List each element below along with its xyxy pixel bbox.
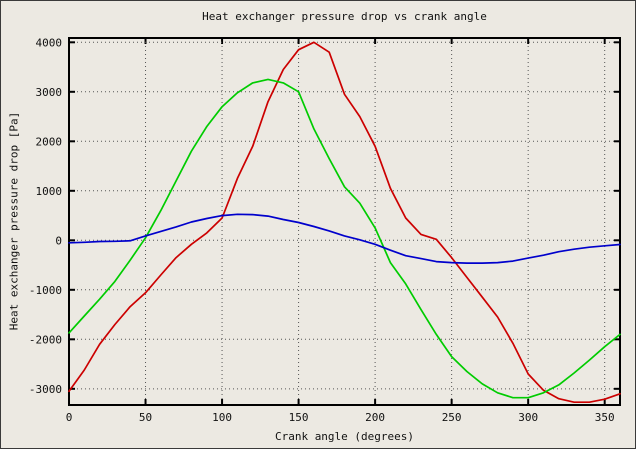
x-tick-label: 50 <box>139 411 152 424</box>
x-tick-label: 250 <box>442 411 462 424</box>
series-green-line <box>68 78 621 399</box>
series-red-line <box>68 41 621 404</box>
y-axis-label: Heat exchanger pressure drop [Pa] <box>7 111 21 331</box>
x-tick-label: 200 <box>365 411 385 424</box>
chart-title: Heat exchanger pressure drop vs crank an… <box>202 10 487 23</box>
y-tick-label: 1000 <box>36 185 63 198</box>
x-tick-label: 100 <box>212 411 232 424</box>
x-axis-label: Crank angle (degrees) <box>274 430 415 443</box>
y-tick-label: -3000 <box>29 383 62 396</box>
x-tick-label: 350 <box>595 411 615 424</box>
plot-frame <box>68 37 621 406</box>
y-tick-label: 4000 <box>36 36 63 49</box>
y-tick-label: 0 <box>55 234 62 247</box>
y-tick-label: -1000 <box>29 284 62 297</box>
x-tick-label: 300 <box>518 411 538 424</box>
y-tick-label: -2000 <box>29 333 62 346</box>
y-tick-label: 2000 <box>36 135 63 148</box>
x-tick-label: 150 <box>289 411 309 424</box>
y-tick-label: 3000 <box>36 86 63 99</box>
x-tick-label: 0 <box>66 411 73 424</box>
series-blue-line <box>68 213 621 264</box>
